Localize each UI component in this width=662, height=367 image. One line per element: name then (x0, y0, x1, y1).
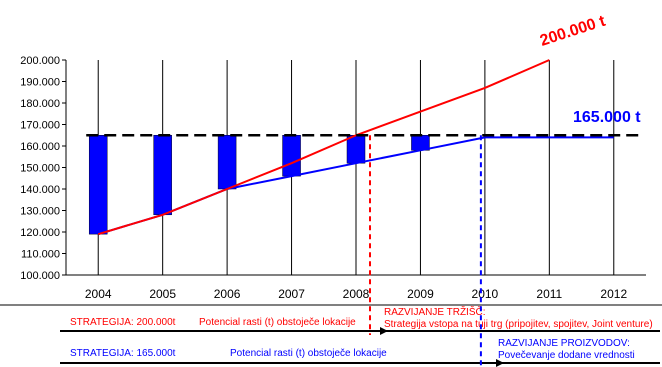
y-tick-label: 160.000 (20, 141, 60, 153)
red-strategy-label: STRATEGIJA: 200.000t (70, 317, 176, 328)
x-tick-label: 2010 (472, 287, 499, 301)
blue-strategy-before: Potencial rasti (t) obstoječe lokacije (230, 348, 387, 359)
x-tick-label: 2012 (600, 287, 627, 301)
x-tick-label: 2011 (536, 287, 562, 301)
y-tick-label: 180.000 (20, 98, 60, 110)
bars (88, 135, 430, 235)
strategy-panel: STRATEGIJA: 200.000t Potencial rasti (t)… (60, 305, 660, 367)
range-bar (153, 135, 172, 216)
y-tick-label: 150.000 (20, 163, 60, 175)
y-axis-labels: 100.000 110.000 120.000 130.000 140.000 150.0… (20, 55, 60, 282)
blue-strategy-after-title: RAZVIJANJE PROIZVODOV: (498, 338, 630, 349)
blue-target-label: 165.000 t (573, 109, 641, 126)
x-tick-label: 2008 (343, 287, 370, 301)
y-tick-label: 140.000 (20, 184, 60, 196)
red-strategy-after-text: Strategija vstopa na tuji trg (pripojite… (384, 319, 653, 330)
dividers (369, 135, 482, 367)
range-bar (346, 135, 366, 164)
y-tick-label: 110.000 (21, 249, 60, 261)
grid (62, 59, 646, 276)
x-axis-labels: 2004 2005 2006 2007 2008 2009 2010 2011 2012 (0, 287, 662, 306)
red-arrowhead-icon (380, 327, 388, 335)
y-tick-label: 100.000 (20, 270, 60, 282)
range-bar (217, 135, 237, 190)
red-growth-line (97, 59, 550, 236)
x-tick-label: 2007 (278, 287, 305, 301)
x-tick-label: 2005 (149, 287, 176, 301)
range-bar (282, 135, 301, 177)
red-strategy-before: Potencial rasti (t) obstoječe lokacije (199, 317, 356, 328)
range-bar (88, 135, 108, 235)
blue-strategy-after-text: Povečevanje dodane vrednosti (498, 350, 635, 361)
lines (86, 59, 644, 236)
y-tick-label: 200.000 (20, 55, 60, 67)
x-tick-label: 2004 (85, 287, 112, 301)
blue-arrowhead-icon (496, 359, 504, 367)
y-tick-label: 120.000 (20, 227, 60, 239)
y-tick-label: 170.000 (20, 120, 60, 132)
y-tick-label: 190.000 (20, 77, 60, 89)
y-tick-label: 130.000 (20, 206, 60, 218)
x-tick-label: 2006 (214, 287, 241, 301)
red-strategy-after-title: RAZVIJANJE TRŽIŠČ: (384, 305, 486, 318)
red-target-label: 200.000 t (538, 13, 608, 50)
blue-strategy-label: STRATEGIJA: 165.000t (70, 348, 176, 359)
x-tick-label: 2009 (407, 287, 434, 301)
